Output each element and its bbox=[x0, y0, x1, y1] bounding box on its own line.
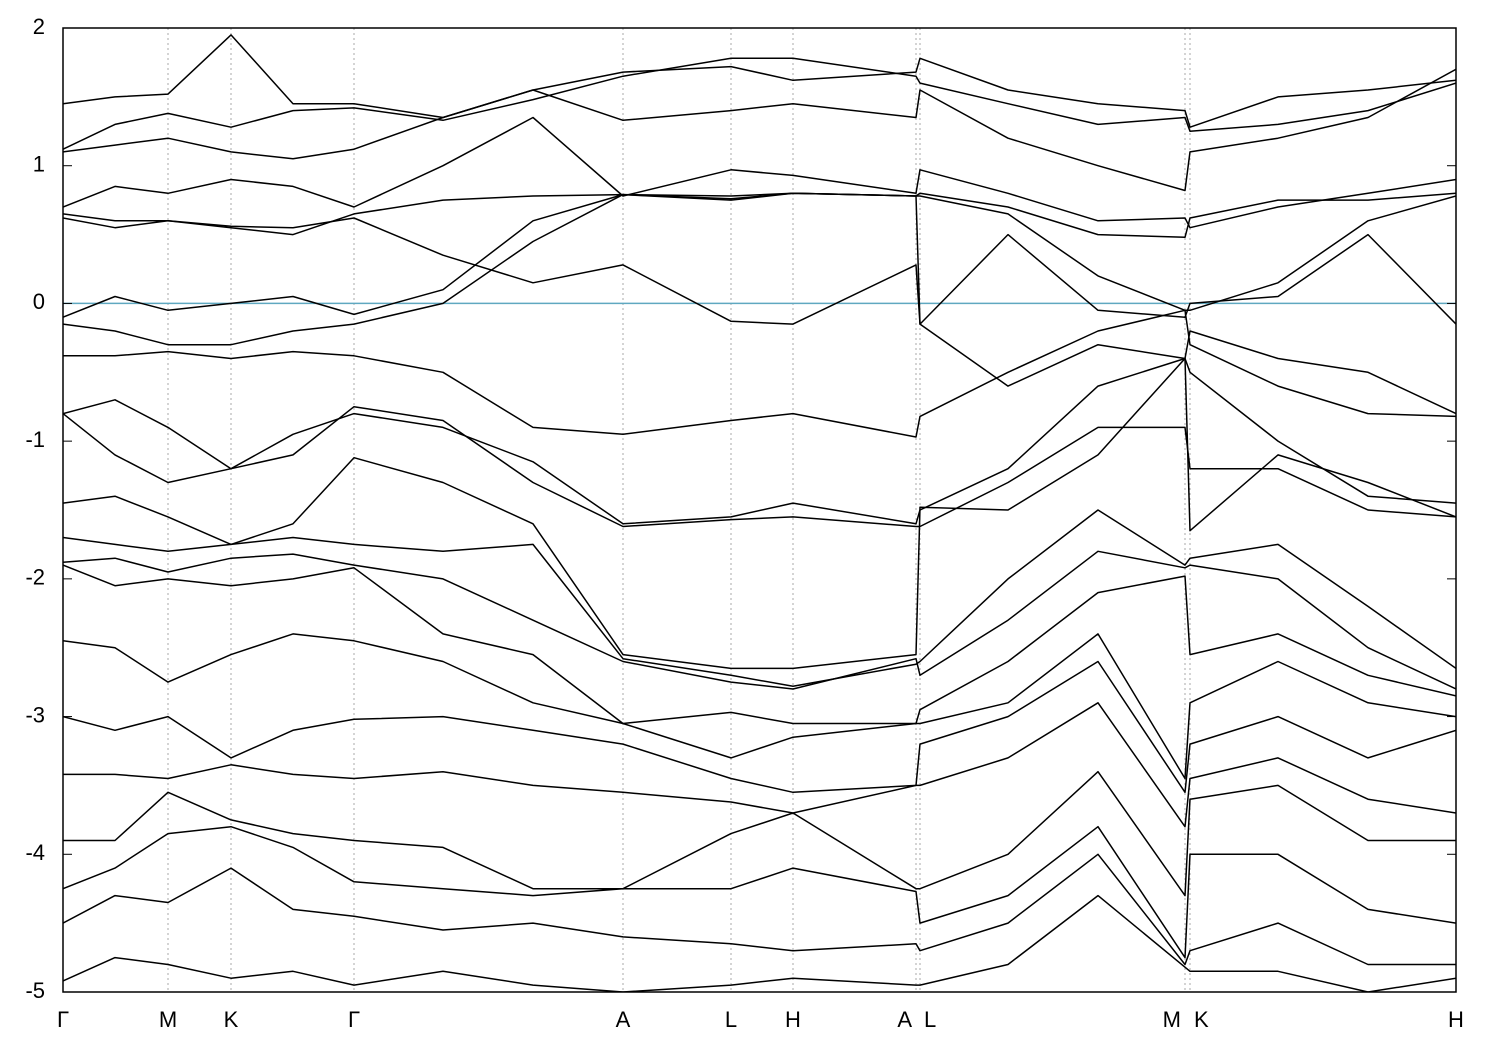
band-line bbox=[63, 405, 1456, 528]
band-line bbox=[63, 34, 1456, 128]
x-tick-label: A bbox=[897, 1007, 912, 1032]
band-line bbox=[63, 702, 1456, 828]
band-line bbox=[63, 550, 1456, 690]
band-line bbox=[63, 660, 1456, 794]
y-tick-label: -2 bbox=[25, 565, 45, 590]
bands bbox=[63, 34, 1456, 992]
band-line bbox=[63, 633, 1456, 780]
band-line bbox=[63, 357, 1456, 525]
band-line bbox=[63, 217, 1456, 325]
x-tick-label: K bbox=[224, 1007, 239, 1032]
band-line bbox=[63, 192, 1456, 239]
x-tick-label: H bbox=[1448, 1007, 1464, 1032]
x-tick-label: Γ bbox=[348, 1007, 360, 1032]
band-line bbox=[63, 357, 1456, 670]
x-tick-label: L bbox=[924, 1007, 936, 1032]
y-tick-label: -5 bbox=[25, 978, 45, 1003]
band-line bbox=[63, 509, 1456, 688]
y-tick-label: 0 bbox=[33, 289, 45, 314]
band-line bbox=[63, 564, 1456, 725]
y-tick-label: -4 bbox=[25, 840, 45, 865]
band-line bbox=[63, 68, 1456, 192]
x-tick-label: M bbox=[159, 1007, 177, 1032]
band-line bbox=[63, 894, 1456, 992]
x-tick-label: K bbox=[1194, 1007, 1209, 1032]
x-tick-label: M bbox=[1163, 1007, 1181, 1032]
band-line bbox=[63, 116, 1456, 229]
band-line bbox=[63, 853, 1456, 966]
band-line bbox=[63, 57, 1456, 150]
band-line bbox=[63, 192, 1456, 318]
y-tick-label: -1 bbox=[25, 427, 45, 452]
x-tick-label: H bbox=[785, 1007, 801, 1032]
y-tick-label: 1 bbox=[33, 152, 45, 177]
band-line bbox=[63, 309, 1456, 438]
x-tick-label: Γ bbox=[57, 1007, 69, 1032]
band-line bbox=[63, 770, 1456, 897]
x-tick-label: A bbox=[616, 1007, 631, 1032]
x-tick-label: L bbox=[725, 1007, 737, 1032]
plot-frame bbox=[62, 27, 1457, 993]
y-tick-label: 2 bbox=[33, 14, 45, 39]
y-tick-label: -3 bbox=[25, 702, 45, 727]
band-line bbox=[63, 825, 1456, 959]
